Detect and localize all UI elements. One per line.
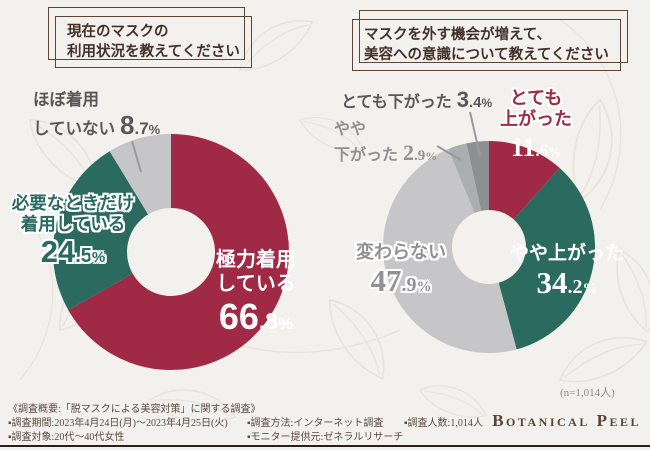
- survey-monitor: ▪モニター提供元:ゼネラルリサーチ: [247, 432, 404, 443]
- label-unchanged-value: 47.9%: [370, 263, 432, 299]
- label-very-down: とても下がった 3.4%: [341, 87, 492, 113]
- donut-segment-極力着用している: [68, 134, 289, 370]
- label-some-up: やや上がった 34.2%: [502, 243, 632, 302]
- donut-segment-やや下がった: [448, 143, 482, 213]
- label-some-down-line2: 下がった: [334, 146, 399, 164]
- survey-period: ▪調査期間:2023年4月24日(月)〜2023年4月25日(火): [8, 418, 228, 429]
- survey-subjects: ▪調査対象:20代〜40代女性: [8, 432, 125, 443]
- label-mostly-line2: している: [216, 272, 296, 295]
- question-box-right: マスクを外す機会が増えて、 美容への意識について教えてください: [352, 19, 621, 71]
- donut-chart-mask-usage: [52, 134, 289, 370]
- label-mostly: 極力着用 している 66.8%: [196, 249, 316, 339]
- label-sometimes-value: 24.5%: [40, 234, 106, 270]
- label-mostly-value: 66.8%: [218, 296, 294, 338]
- question-left-line1: 現在のマスクの: [67, 24, 169, 40]
- label-unchanged-text: 変わらない: [356, 242, 446, 262]
- label-very-up-value: 11.6%: [510, 133, 562, 163]
- brand-logo: Botanical Peel: [492, 411, 641, 430]
- donut-segment-とても下がった: [466, 141, 489, 211]
- label-some-down-line1: やや: [334, 121, 367, 138]
- question-right-line2: 美容への意識について教えてください: [364, 47, 609, 63]
- donut-segment-やや上がった: [498, 167, 595, 350]
- label-rarely: ほぼ着用 していない 8.7%: [33, 91, 160, 141]
- label-very-up-line1: とても: [509, 88, 563, 108]
- label-rarely-line1: ほぼ着用: [33, 91, 99, 109]
- label-some-up-text: やや上がった: [509, 243, 624, 264]
- survey-count: ▪調査人数:1,014人: [404, 418, 483, 429]
- bottom-rule: [0, 444, 650, 447]
- label-some-down: やや 下がった 2.9%: [334, 121, 437, 166]
- question-left-line2: 利用状況を教えてください: [67, 44, 240, 60]
- label-rarely-line2: していない: [33, 120, 116, 139]
- donut-segment-変わらない: [383, 149, 517, 353]
- donut-segment-ほぼ着用していない: [109, 134, 171, 215]
- sample-size-note: (n=1,014人): [560, 387, 615, 399]
- question-right-line1: マスクを外す機会が増えて、: [364, 27, 552, 43]
- label-rarely-value: 8.7%: [120, 110, 161, 141]
- donut-chart-beauty-awareness: [383, 141, 595, 353]
- donut-segment-とても上がった: [489, 141, 560, 220]
- label-sometimes: 必要なときだけ 着用している 24.5%: [2, 193, 144, 271]
- label-sometimes-line2: 着用している: [20, 213, 126, 234]
- leader-line-some-down: [436, 145, 462, 161]
- leader-line-rarely: [131, 140, 142, 173]
- label-unchanged: 変わらない 47.9%: [348, 242, 454, 300]
- label-sometimes-line1: 必要なときだけ: [11, 193, 135, 213]
- label-very-down-text: とても下がった: [341, 94, 452, 111]
- label-some-up-value: 34.2%: [536, 265, 598, 301]
- donut-segment-必要なときだけ着用している: [52, 151, 149, 311]
- label-some-down-value: 2.9%: [403, 139, 438, 165]
- label-very-down-value: 3.4%: [456, 87, 493, 112]
- label-mostly-line1: 極力着用: [216, 249, 296, 271]
- survey-method: ▪調査方法:インターネット調査: [247, 418, 384, 429]
- label-very-up: とても 上がった 11.6%: [492, 88, 580, 164]
- question-box-left: 現在のマスクの 利用状況を教えてください: [55, 16, 252, 68]
- label-very-up-line2: 上がった: [500, 109, 572, 130]
- survey-overview: 《調査概要:「脱マスクによる美容対策」に関する調査》: [8, 404, 261, 415]
- leader-line-very-down: [469, 111, 481, 157]
